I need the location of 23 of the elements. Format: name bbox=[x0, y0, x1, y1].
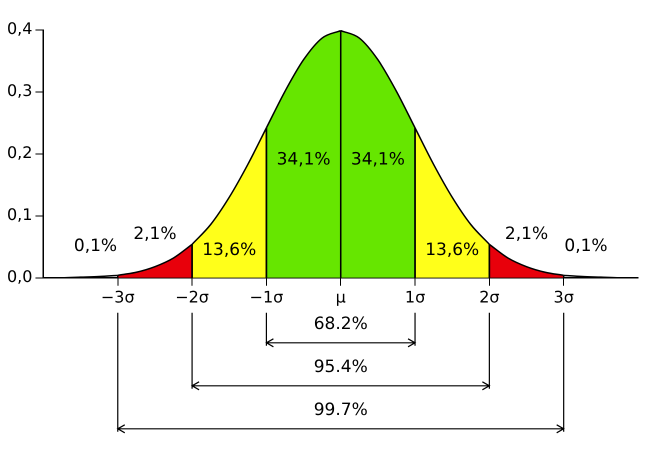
annotation: 0,1% bbox=[74, 236, 118, 256]
annotation: 2,1% bbox=[133, 224, 177, 244]
annotation: 13,6% bbox=[425, 240, 480, 260]
annotation: 2,1% bbox=[504, 224, 548, 244]
y-tick-label: 0,2 bbox=[6, 143, 32, 162]
x-tick-label: 3σ bbox=[554, 288, 574, 307]
y-tick-label: 0,4 bbox=[6, 19, 32, 38]
annotation: 13,6% bbox=[202, 240, 256, 260]
text: 68.2% bbox=[314, 314, 368, 334]
x-tick-label: −1σ bbox=[250, 288, 284, 307]
annotation: 34,1% bbox=[350, 150, 405, 170]
x-tick-label: 2σ bbox=[479, 288, 500, 307]
text: 95.4% bbox=[314, 357, 368, 378]
y-tick-label: 0,1 bbox=[6, 205, 32, 224]
annotation: 34,1% bbox=[276, 150, 331, 170]
y-tick-label: 0,0 bbox=[6, 266, 32, 286]
text: 99.7% bbox=[314, 400, 368, 420]
annotation: 0,1% bbox=[564, 236, 608, 256]
x-tick-label: 1σ bbox=[404, 288, 426, 307]
x-tick-label: −3σ bbox=[100, 288, 135, 307]
y-tick-label: 0,3 bbox=[6, 81, 32, 100]
x-tick-label: μ bbox=[336, 288, 346, 307]
x-tick-label: −2σ bbox=[175, 288, 209, 307]
